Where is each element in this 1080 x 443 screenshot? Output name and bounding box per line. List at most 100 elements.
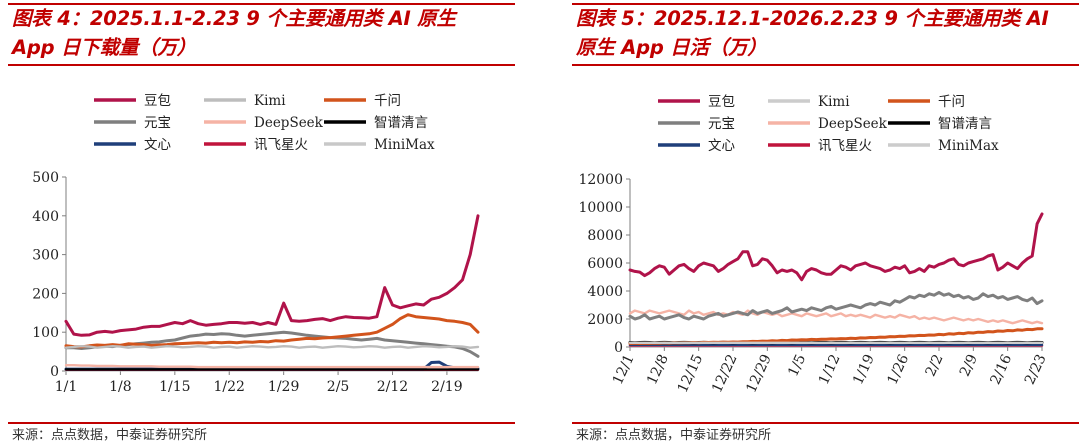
legend-item-deepseek: DeepSeek xyxy=(768,116,888,132)
legend-label: MiniMax xyxy=(938,138,999,154)
y-tick-label: 300 xyxy=(32,248,59,264)
legend-label: 元宝 xyxy=(144,115,171,131)
legend-label: MiniMax xyxy=(374,137,435,153)
y-tick-label: 2000 xyxy=(587,312,623,328)
title-bottom-rule xyxy=(572,64,1079,66)
figure-panel-4: 图表 4：2025.1.1-2.23 9 个主要通用类 AI 原生 App 日下… xyxy=(8,0,515,443)
legend-item-讯飞星火: 讯飞星火 xyxy=(204,137,308,153)
x-tick-label: 12/15 xyxy=(675,352,707,395)
x-tick-label: 1/26 xyxy=(884,352,912,387)
legend-item-deepseek: DeepSeek xyxy=(204,115,324,131)
x-tick-label: 2/19 xyxy=(431,379,462,395)
title-bottom-rule xyxy=(8,64,515,66)
x-tick-label: 12/1 xyxy=(610,352,638,387)
source-rule xyxy=(8,422,515,424)
x-tick-label: 2/2 xyxy=(923,352,947,379)
legend-label: 元宝 xyxy=(708,116,735,132)
source-note: 来源：点点数据，中泰证券研究所 xyxy=(12,428,208,443)
legend-item-元宝: 元宝 xyxy=(94,115,171,131)
x-tick-label: 2/23 xyxy=(1022,352,1050,387)
y-tick-label: 12000 xyxy=(578,172,623,188)
legend-item-kimi: Kimi xyxy=(768,94,850,110)
legend-label: DeepSeek xyxy=(254,115,324,131)
x-tick-label: 1/1 xyxy=(55,379,78,395)
legend-label: 千问 xyxy=(374,93,401,109)
axes: 0 100 200 300 400 500 1/1 1/8 1/15 1/22 1/29 2/5 2/1… xyxy=(32,170,478,395)
legend-label: 文心 xyxy=(708,138,736,154)
legend-label: Kimi xyxy=(254,93,286,109)
x-tick-label: 2/12 xyxy=(377,379,408,395)
x-tick-label: 12/22 xyxy=(709,352,741,395)
x-tick-label: 1/5 xyxy=(785,352,809,379)
legend-item-元宝: 元宝 xyxy=(658,116,735,132)
legend-item-千问: 千问 xyxy=(324,93,401,109)
x-tick-label: 1/12 xyxy=(816,352,844,387)
legend-item-文心: 文心 xyxy=(94,137,171,153)
source-rule xyxy=(572,422,1079,424)
figure-title: 图表 5：2025.12.1-2026.2.23 9 个主要通用类 AI 原生 … xyxy=(576,4,1079,62)
legend-item-智谱清言: 智谱清言 xyxy=(324,115,428,131)
legend-item-豆包: 豆包 xyxy=(658,94,735,110)
y-tick-label: 200 xyxy=(32,286,59,302)
y-tick-label: 100 xyxy=(32,325,59,341)
legend-item-智谱清言: 智谱清言 xyxy=(888,116,992,132)
x-tick-label: 1/29 xyxy=(268,379,299,395)
series-line-deepseek xyxy=(628,309,1044,325)
figure-panel-5: 图表 5：2025.12.1-2026.2.23 9 个主要通用类 AI 原生 … xyxy=(572,0,1079,443)
legend-label: Kimi xyxy=(818,94,850,110)
source-note: 来源：点点数据，中泰证券研究所 xyxy=(576,428,772,443)
x-tick-label: 1/22 xyxy=(214,379,245,395)
legend-item-千问: 千问 xyxy=(888,94,965,110)
series-line-kimi xyxy=(64,345,480,349)
legend-item-文心: 文心 xyxy=(658,138,736,154)
y-tick-label: 0 xyxy=(50,364,59,380)
legend-item-kimi: Kimi xyxy=(204,93,286,109)
legend-label: DeepSeek xyxy=(818,116,888,132)
series-group xyxy=(64,214,480,372)
x-tick-label: 12/29 xyxy=(743,352,775,395)
legend-label: 讯飞星火 xyxy=(818,138,872,154)
legend-item-豆包: 豆包 xyxy=(94,93,171,109)
series-line-元宝 xyxy=(628,290,1044,321)
legend-label: 智谱清言 xyxy=(938,116,992,132)
axes: 0 2000 4000 6000 8000 10000 12000 12/1 12/8 12/15… xyxy=(578,172,1049,395)
series-line-豆包 xyxy=(64,214,480,337)
legend-item-minimax: MiniMax xyxy=(324,137,435,153)
legend-label: 豆包 xyxy=(708,94,735,110)
x-tick-label: 1/8 xyxy=(109,379,132,395)
legend-label: 豆包 xyxy=(144,93,171,109)
figure-title-line-1: 图表 4：2025.1.1-2.23 9 个主要通用类 AI 原生 xyxy=(12,7,456,30)
y-tick-label: 500 xyxy=(32,170,59,186)
y-tick-label: 8000 xyxy=(587,228,623,244)
legend-label: 文心 xyxy=(144,137,171,153)
x-tick-label: 2/9 xyxy=(957,352,981,379)
y-tick-label: 6000 xyxy=(587,256,623,272)
y-tick-label: 400 xyxy=(32,209,59,225)
figure-title-line-1: 图表 5：2025.12.1-2026.2.23 9 个主要通用类 AI xyxy=(576,7,1049,30)
x-tick-label: 2/16 xyxy=(987,352,1015,387)
legend-item-讯飞星火: 讯飞星火 xyxy=(768,138,872,154)
series-group xyxy=(628,212,1044,348)
y-tick-label: 0 xyxy=(614,340,623,356)
legend-label: 智谱清言 xyxy=(374,115,428,131)
title-top-rule xyxy=(8,3,515,5)
series-line-豆包 xyxy=(628,212,1044,282)
x-tick-label: 12/8 xyxy=(644,352,672,387)
title-top-rule xyxy=(572,3,1079,5)
x-tick-label: 1/19 xyxy=(850,352,878,387)
figure-title-line-2: App 日下载量（万） xyxy=(12,36,197,59)
y-tick-label: 4000 xyxy=(587,284,623,300)
figure-title: 图表 4：2025.1.1-2.23 9 个主要通用类 AI 原生 App 日下… xyxy=(12,4,515,62)
y-tick-label: 10000 xyxy=(578,200,623,216)
series-line-千问 xyxy=(64,313,480,349)
figure-title-line-2: 原生 App 日活（万） xyxy=(576,36,767,59)
x-tick-label: 1/15 xyxy=(159,379,190,395)
legend-label: 千问 xyxy=(938,94,965,110)
legend-label: 讯飞星火 xyxy=(254,137,308,153)
legend-item-minimax: MiniMax xyxy=(888,138,999,154)
series-line-deepseek xyxy=(64,364,480,369)
